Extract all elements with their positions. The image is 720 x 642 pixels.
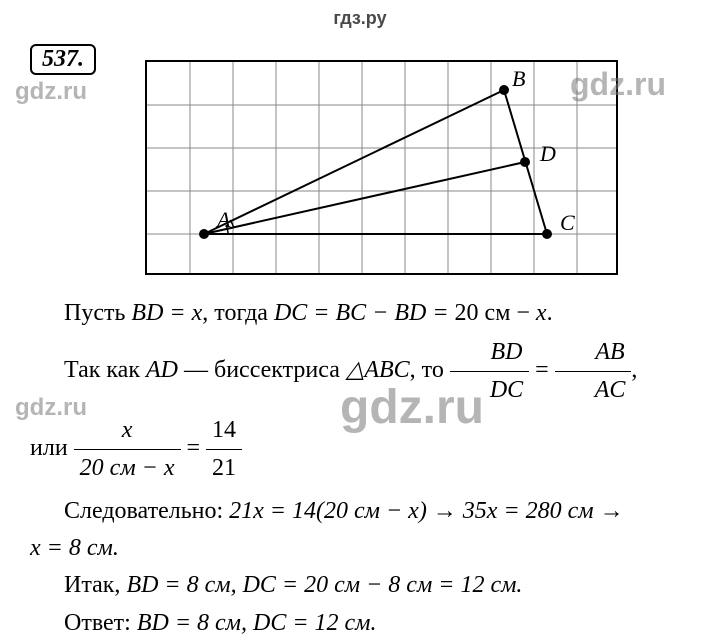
t: Пусть	[64, 300, 131, 326]
svg-text:C: C	[560, 210, 575, 235]
t: DC = BC − BD =	[274, 300, 455, 326]
fraction-x: x20 см − x	[74, 412, 181, 487]
t: AD	[146, 357, 178, 383]
den: DC	[450, 372, 529, 409]
t: △ABC	[346, 357, 410, 383]
line-3: или x20 см − x = 1421	[30, 412, 705, 487]
den: AC	[555, 372, 632, 409]
t: x	[536, 300, 547, 326]
problem-number-box: 537.	[30, 44, 96, 75]
num: 14	[206, 412, 242, 450]
t: =	[181, 435, 207, 461]
site-header: гдз.ру	[0, 0, 720, 29]
den: 20 см − x	[74, 450, 181, 487]
t: Следовательно:	[64, 498, 229, 524]
t: или	[30, 435, 74, 461]
t: BD = x	[131, 300, 202, 326]
line-5: x = 8 см.	[30, 530, 705, 567]
svg-text:B: B	[512, 66, 525, 91]
t: Так как	[64, 357, 146, 383]
t: 21x = 14(20 см − x) → 35x = 280 см →	[229, 498, 623, 524]
line-2: Так как AD — биссектриса △ABC, то BDDC =…	[30, 334, 705, 409]
num: x	[74, 412, 181, 450]
watermark: gdz.ru	[15, 78, 87, 106]
t: BD = 8 см, DC = 20 см − 8 см = 12 см.	[126, 572, 522, 598]
t: x = 8 см.	[30, 535, 119, 561]
den: 21	[206, 450, 242, 487]
line-4: Следовательно: 21x = 14(20 см − x) → 35x…	[30, 493, 705, 530]
line-7: Ответ: BD = 8 см, DC = 12 см.	[30, 605, 705, 642]
t: =	[529, 357, 555, 383]
geometry-diagram: A B C D	[145, 60, 618, 275]
t: — биссектриса	[178, 357, 346, 383]
t: 20 см −	[455, 300, 536, 326]
t: , тогда	[202, 300, 274, 326]
solution-text: Пусть BD = x, тогда DC = BC − BD = 20 см…	[30, 295, 705, 642]
t: Ответ:	[64, 610, 137, 636]
svg-text:D: D	[539, 141, 556, 166]
line-6: Итак, BD = 8 см, DC = 20 см − 8 см = 12 …	[30, 567, 705, 604]
num: AB	[555, 334, 632, 372]
line-1: Пусть BD = x, тогда DC = BC − BD = 20 см…	[30, 295, 705, 332]
t: BD = 8 см, DC = 12 см.	[137, 610, 377, 636]
fraction-14-21: 1421	[206, 412, 242, 487]
svg-text:A: A	[215, 207, 231, 232]
t: Итак,	[64, 572, 126, 598]
fraction-ab-ac: ABAC	[555, 334, 632, 409]
t: .	[547, 300, 553, 326]
t: , то	[410, 357, 450, 383]
fraction-bd-dc: BDDC	[450, 334, 529, 409]
t: ,	[631, 357, 637, 383]
num: BD	[450, 334, 529, 372]
